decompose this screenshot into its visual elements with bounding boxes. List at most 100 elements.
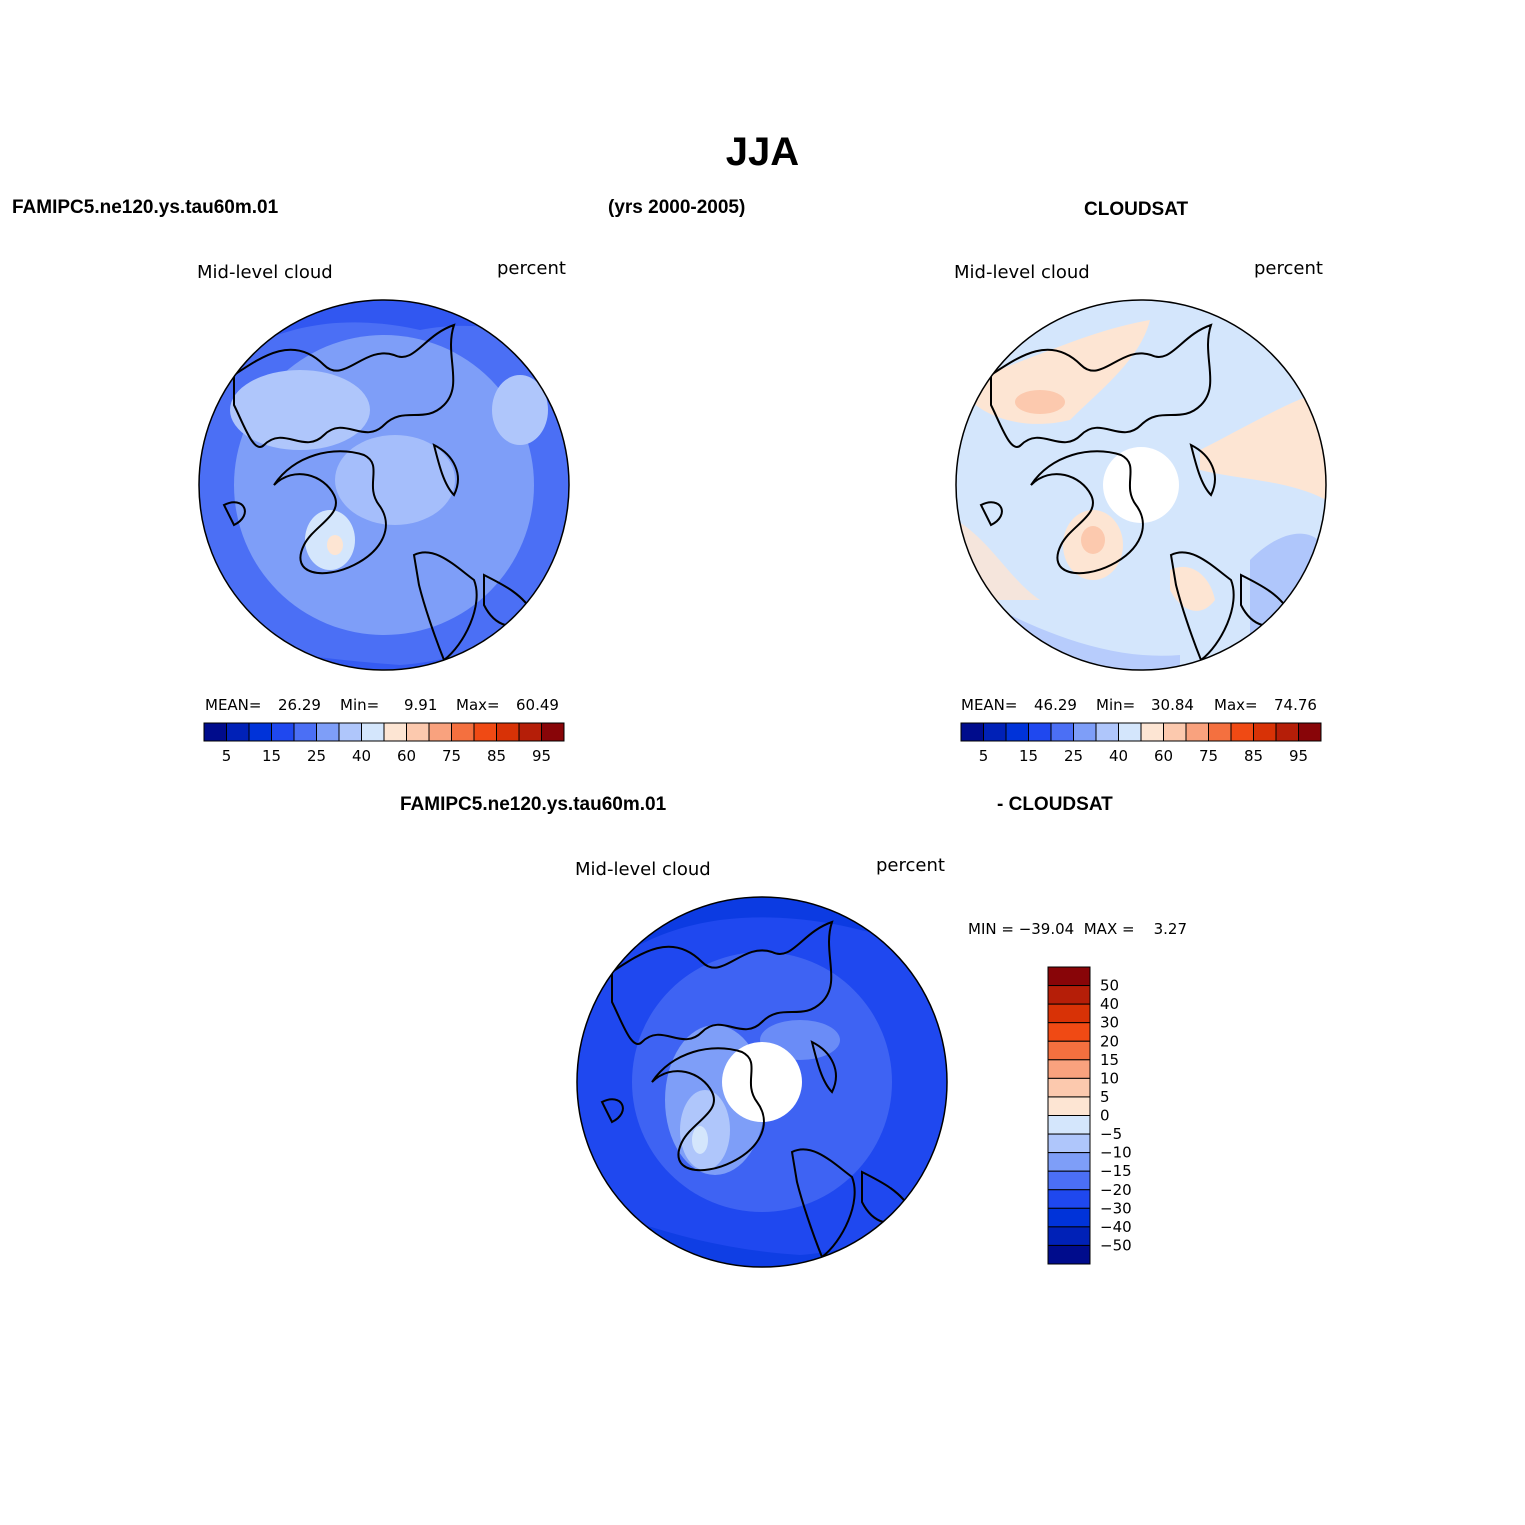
right-case-label: CLOUDSAT bbox=[1084, 199, 1189, 220]
colorbar-swatch bbox=[1163, 722, 1187, 742]
colorbar-tick-label: 20 bbox=[1100, 1032, 1119, 1050]
colorbar-tick-label: 15 bbox=[262, 747, 281, 765]
colorbar-swatch bbox=[1047, 966, 1091, 987]
diff-minmax: MIN = −39.04 MAX = 3.27 bbox=[968, 920, 1188, 938]
left-case-label: FAMIPC5.ne120.ys.tau60m.01 bbox=[12, 197, 279, 218]
colorbar-swatch bbox=[1047, 985, 1091, 1005]
colorbar-tick-label: 60 bbox=[1154, 747, 1173, 765]
colorbar-swatch bbox=[1047, 1226, 1091, 1246]
panel1-max-value: 60.49 bbox=[516, 696, 559, 714]
colorbar-tick-label: 15 bbox=[1100, 1051, 1119, 1069]
colorbar-tick-label: 75 bbox=[1199, 747, 1218, 765]
colorbar-swatch bbox=[1118, 722, 1142, 742]
panel1-units: percent bbox=[497, 258, 566, 279]
colorbar-tick-label: 95 bbox=[532, 747, 551, 765]
panel2-min-value: 30.84 bbox=[1151, 696, 1194, 714]
map-panel1 bbox=[198, 299, 570, 671]
main-title: JJA bbox=[725, 130, 800, 174]
colorbar-swatch bbox=[1047, 1059, 1091, 1079]
colorbar-swatch bbox=[1047, 1115, 1091, 1135]
colorbar-tick-label: 60 bbox=[397, 747, 416, 765]
colorbar-swatch bbox=[428, 722, 452, 742]
colorbar-swatch bbox=[203, 722, 227, 742]
colorbar-swatch bbox=[983, 722, 1007, 742]
colorbar-swatch bbox=[1047, 1207, 1091, 1228]
colorbar-tick-label: −5 bbox=[1100, 1125, 1122, 1143]
diff-variable: Mid-level cloud bbox=[575, 859, 711, 880]
diff-units: percent bbox=[876, 855, 945, 876]
panel2-max-value: 74.76 bbox=[1274, 696, 1317, 714]
colorbar-tick-label: 30 bbox=[1100, 1014, 1119, 1032]
colorbar-swatch bbox=[1028, 722, 1052, 742]
colorbar-tick-label: −20 bbox=[1100, 1181, 1132, 1199]
colorbar-swatch bbox=[1095, 722, 1119, 742]
colorbar-tick-label: 25 bbox=[1064, 747, 1083, 765]
colorbar-swatch bbox=[1253, 722, 1277, 742]
colorbar-tick-label: −40 bbox=[1100, 1218, 1132, 1236]
panel1-min-value: 9.91 bbox=[404, 696, 438, 714]
colorbar-swatch bbox=[1275, 722, 1299, 742]
colorbar-swatch bbox=[1185, 722, 1209, 742]
diff-minus-label: - CLOUDSAT bbox=[997, 794, 1113, 815]
colorbar-tick-label: 5 bbox=[1100, 1088, 1110, 1106]
colorbar-tick-label: 95 bbox=[1289, 747, 1308, 765]
colorbar-swatch bbox=[1073, 722, 1097, 742]
colorbar-swatch bbox=[271, 722, 295, 742]
years-label: (yrs 2000-2005) bbox=[608, 197, 746, 218]
colorbar-swatch bbox=[406, 722, 430, 742]
colorbar-swatch bbox=[1230, 722, 1254, 742]
colorbar-swatch bbox=[316, 722, 340, 742]
colorbar-panel2: 5 15 25 40 60 75 85 95 bbox=[960, 722, 1322, 765]
colorbar-swatch bbox=[1047, 1077, 1091, 1098]
colorbar-tick-label: 40 bbox=[1109, 747, 1128, 765]
colorbar-tick-label: 15 bbox=[1019, 747, 1038, 765]
colorbar-tick-label: 25 bbox=[307, 747, 326, 765]
colorbar-tick-label: 75 bbox=[442, 747, 461, 765]
colorbar-swatch bbox=[1208, 722, 1232, 742]
colorbar-swatch bbox=[960, 722, 984, 742]
colorbar-tick-label: −30 bbox=[1100, 1199, 1132, 1217]
colorbar-swatch bbox=[1047, 1003, 1091, 1024]
panel2-mean-value: 46.29 bbox=[1034, 696, 1077, 714]
panel2-units: percent bbox=[1254, 258, 1323, 279]
colorbar-swatch bbox=[338, 722, 362, 742]
colorbar-tick-label: 50 bbox=[1100, 977, 1119, 995]
colorbar-swatch bbox=[1047, 1040, 1091, 1061]
colorbar-swatch bbox=[1047, 1133, 1091, 1154]
map-panel2 bbox=[955, 299, 1327, 671]
colorbar-tick-label: 40 bbox=[1100, 995, 1119, 1013]
colorbar-tick-label: 5 bbox=[979, 747, 989, 765]
colorbar-swatch bbox=[1050, 722, 1074, 742]
colorbar-tick-label: 5 bbox=[222, 747, 232, 765]
colorbar-tick-label: 40 bbox=[352, 747, 371, 765]
colorbar-swatch bbox=[1298, 722, 1322, 742]
panel2-max-label: Max= bbox=[1214, 696, 1258, 714]
panel1-variable: Mid-level cloud bbox=[197, 262, 333, 283]
colorbar-panel1: 5 15 25 40 60 75 85 95 bbox=[203, 722, 565, 765]
panel2-mean-label: MEAN= bbox=[961, 696, 1018, 714]
panel1-mean-value: 26.29 bbox=[278, 696, 321, 714]
panel2-min-label: Min= bbox=[1096, 696, 1136, 714]
colorbar-swatch bbox=[1047, 1170, 1091, 1191]
colorbar-swatch bbox=[496, 722, 520, 742]
colorbar-swatch bbox=[541, 722, 565, 742]
colorbar-tick-label: 10 bbox=[1100, 1069, 1119, 1087]
colorbar-swatch bbox=[1047, 1244, 1091, 1265]
panel2-variable: Mid-level cloud bbox=[954, 262, 1090, 283]
colorbar-swatch bbox=[226, 722, 250, 742]
colorbar-swatch bbox=[1005, 722, 1029, 742]
colorbar-swatch bbox=[383, 722, 407, 742]
panel1-mean-label: MEAN= bbox=[205, 696, 262, 714]
colorbar-swatch bbox=[1047, 1189, 1091, 1209]
colorbar-swatch bbox=[451, 722, 475, 742]
colorbar-tick-label: −10 bbox=[1100, 1144, 1132, 1162]
colorbar-swatch bbox=[1140, 722, 1164, 742]
colorbar-swatch bbox=[1047, 1022, 1091, 1042]
colorbar-tick-label: 85 bbox=[1244, 747, 1263, 765]
diff-case-label: FAMIPC5.ne120.ys.tau60m.01 bbox=[400, 794, 667, 815]
colorbar-swatch bbox=[293, 722, 317, 742]
map-diff bbox=[576, 896, 948, 1268]
colorbar-tick-label: −15 bbox=[1100, 1162, 1132, 1180]
